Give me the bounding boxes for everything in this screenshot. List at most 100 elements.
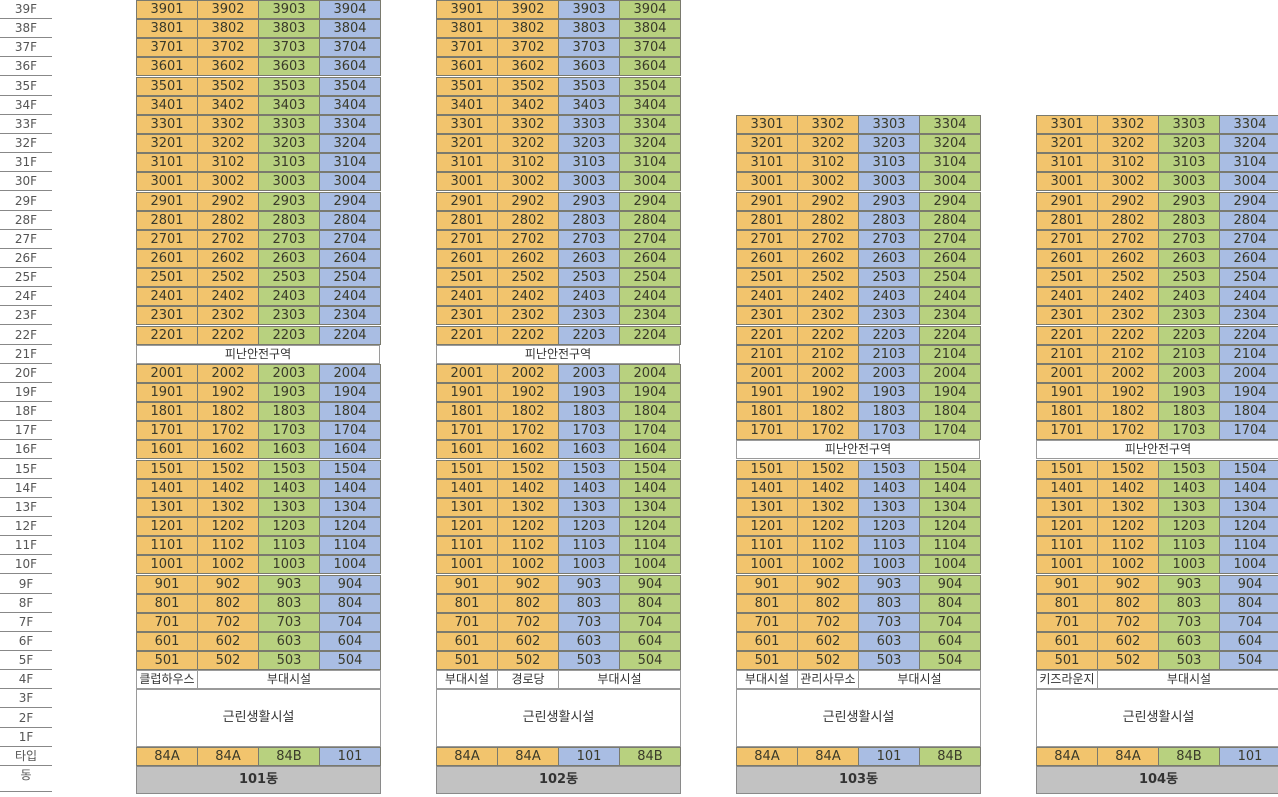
unit-cell[interactable]: 3101	[436, 153, 498, 173]
unit-cell[interactable]: 2804	[319, 210, 381, 230]
unit-cell[interactable]: 1203	[858, 517, 920, 537]
unit-cell[interactable]: 1402	[1097, 478, 1159, 498]
unit-cell[interactable]: 1703	[858, 421, 920, 441]
unit-cell[interactable]: 1502	[497, 459, 559, 479]
unit-cell[interactable]: 1702	[197, 421, 259, 441]
unit-cell[interactable]: 2702	[197, 229, 259, 249]
unit-cell[interactable]: 3303	[258, 114, 320, 134]
unit-cell[interactable]: 2402	[497, 287, 559, 307]
unit-cell[interactable]: 3004	[319, 172, 381, 192]
unit-cell[interactable]: 1903	[1158, 383, 1220, 402]
unit-cell[interactable]: 3703	[258, 38, 320, 58]
unit-cell[interactable]: 902	[797, 574, 859, 594]
unit-cell[interactable]: 1104	[319, 536, 381, 556]
unit-cell[interactable]: 2704	[319, 229, 381, 249]
unit-cell[interactable]: 1403	[858, 478, 920, 498]
unit-cell[interactable]: 703	[1158, 612, 1220, 632]
unit-cell[interactable]: 3603	[258, 57, 320, 77]
unit-cell[interactable]: 603	[1158, 631, 1220, 651]
unit-cell[interactable]: 2002	[497, 363, 559, 383]
unit-cell[interactable]: 2004	[619, 363, 681, 383]
unit-cell[interactable]: 604	[319, 631, 381, 651]
unit-cell[interactable]: 802	[797, 593, 859, 613]
unit-cell[interactable]: 3802	[497, 19, 559, 39]
unit-cell[interactable]: 1401	[136, 478, 198, 498]
unit-cell[interactable]: 904	[919, 574, 981, 594]
unit-cell[interactable]: 2003	[1158, 363, 1220, 383]
unit-cell[interactable]: 602	[197, 631, 259, 651]
unit-cell[interactable]: 2204	[1219, 325, 1278, 345]
unit-cell[interactable]: 702	[497, 612, 559, 632]
unit-cell[interactable]: 3204	[919, 134, 981, 154]
unit-cell[interactable]: 3201	[736, 134, 798, 154]
unit-cell[interactable]: 2503	[258, 268, 320, 288]
unit-cell[interactable]: 3204	[319, 134, 381, 154]
unit-cell[interactable]: 2201	[1036, 325, 1098, 345]
unit-cell[interactable]: 3801	[436, 19, 498, 39]
unit-cell[interactable]: 3001	[1036, 172, 1098, 192]
unit-cell[interactable]: 2301	[436, 306, 498, 326]
unit-cell[interactable]: 1402	[197, 478, 259, 498]
unit-cell[interactable]: 1503	[858, 459, 920, 479]
unit-cell[interactable]: 2302	[497, 306, 559, 326]
unit-cell[interactable]: 2504	[619, 268, 681, 288]
unit-cell[interactable]: 901	[1036, 574, 1098, 594]
unit-cell[interactable]: 3301	[436, 114, 498, 134]
unit-cell[interactable]: 2201	[436, 325, 498, 345]
unit-cell[interactable]: 3504	[319, 76, 381, 96]
unit-cell[interactable]: 2602	[497, 248, 559, 268]
unit-cell[interactable]: 3104	[619, 153, 681, 173]
unit-cell[interactable]: 2601	[1036, 248, 1098, 268]
unit-cell[interactable]: 1101	[436, 536, 498, 556]
unit-cell[interactable]: 2702	[1097, 229, 1159, 249]
unit-cell[interactable]: 3202	[1097, 134, 1159, 154]
unit-cell[interactable]: 3902	[497, 0, 559, 19]
unit-cell[interactable]: 2303	[258, 306, 320, 326]
unit-cell[interactable]: 703	[558, 612, 620, 632]
unit-cell[interactable]: 501	[436, 651, 498, 671]
unit-cell[interactable]: 503	[258, 651, 320, 671]
unit-cell[interactable]: 3401	[136, 95, 198, 115]
unit-cell[interactable]: 1504	[619, 459, 681, 479]
unit-cell[interactable]: 2702	[797, 229, 859, 249]
unit-cell[interactable]: 3004	[619, 172, 681, 192]
unit-cell[interactable]: 1001	[136, 555, 198, 575]
unit-cell[interactable]: 2701	[436, 229, 498, 249]
unit-cell[interactable]: 1801	[736, 402, 798, 422]
unit-cell[interactable]: 2701	[736, 229, 798, 249]
unit-cell[interactable]: 2804	[919, 210, 981, 230]
unit-cell[interactable]: 1302	[497, 497, 559, 517]
unit-cell[interactable]: 1002	[197, 555, 259, 575]
unit-cell[interactable]: 3102	[797, 153, 859, 173]
unit-cell[interactable]: 2703	[258, 229, 320, 249]
unit-cell[interactable]: 1202	[797, 517, 859, 537]
unit-cell[interactable]: 2904	[919, 191, 981, 211]
unit-cell[interactable]: 802	[497, 593, 559, 613]
unit-cell[interactable]: 2601	[436, 248, 498, 268]
unit-cell[interactable]: 1801	[1036, 402, 1098, 422]
unit-cell[interactable]: 2704	[1219, 229, 1278, 249]
unit-cell[interactable]: 2604	[619, 248, 681, 268]
unit-cell[interactable]: 1504	[919, 459, 981, 479]
unit-cell[interactable]: 1104	[919, 536, 981, 556]
unit-cell[interactable]: 1104	[1219, 536, 1278, 556]
unit-cell[interactable]: 3803	[558, 19, 620, 39]
unit-cell[interactable]: 2601	[136, 248, 198, 268]
unit-cell[interactable]: 3502	[197, 76, 259, 96]
unit-cell[interactable]: 3804	[619, 19, 681, 39]
unit-cell[interactable]: 3001	[136, 172, 198, 192]
unit-cell[interactable]: 1302	[1097, 497, 1159, 517]
unit-cell[interactable]: 2202	[1097, 325, 1159, 345]
unit-cell[interactable]: 3703	[558, 38, 620, 58]
unit-cell[interactable]: 503	[1158, 651, 1220, 671]
unit-cell[interactable]: 2101	[1036, 344, 1098, 364]
unit-cell[interactable]: 604	[919, 631, 981, 651]
unit-cell[interactable]: 804	[919, 593, 981, 613]
unit-cell[interactable]: 1301	[136, 497, 198, 517]
unit-cell[interactable]: 1803	[258, 402, 320, 422]
unit-cell[interactable]: 502	[797, 651, 859, 671]
unit-cell[interactable]: 1702	[497, 421, 559, 441]
unit-cell[interactable]: 1101	[1036, 536, 1098, 556]
unit-cell[interactable]: 2501	[736, 268, 798, 288]
unit-cell[interactable]: 2801	[436, 210, 498, 230]
